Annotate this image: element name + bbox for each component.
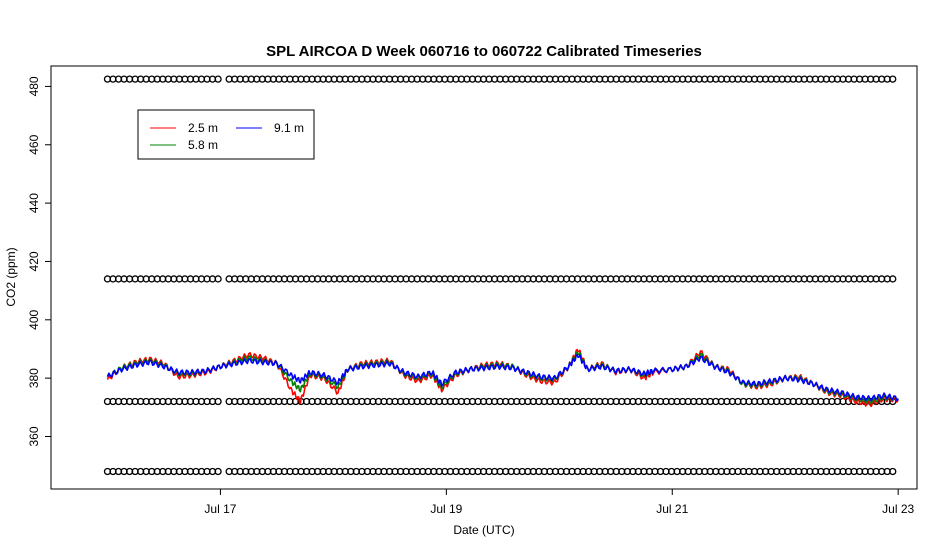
y-tick-label: 380 — [27, 368, 41, 388]
plot-frame — [50, 65, 918, 490]
x-axis-label: Date (UTC) — [453, 523, 514, 537]
legend-label: 9.1 m — [274, 121, 304, 135]
marker-rows — [103, 75, 897, 476]
y-axis: 360 380 400 420 440 460 480 — [27, 76, 51, 447]
x-tick-label: Jul 23 — [882, 502, 914, 516]
x-tick-label: Jul 21 — [656, 502, 688, 516]
series-lines — [106, 348, 899, 408]
marker-point — [889, 75, 897, 83]
marker-point — [214, 467, 222, 476]
series-line — [106, 351, 899, 405]
chart-title: SPL AIRCOA D Week 060716 to 060722 Calib… — [266, 43, 702, 60]
marker-point — [889, 275, 897, 283]
y-tick-label: 360 — [27, 426, 41, 446]
legend-box — [137, 109, 315, 160]
y-tick-label: 400 — [27, 309, 41, 329]
legend-label: 5.8 m — [188, 138, 218, 152]
marker-point — [889, 467, 897, 476]
series-line — [106, 354, 899, 402]
legend-label: 2.5 m — [188, 121, 218, 135]
y-tick-label: 460 — [27, 134, 41, 154]
y-tick-label: 480 — [27, 76, 41, 96]
series-line — [106, 348, 899, 408]
legend: 2.5 m 5.8 m 9.1 m — [137, 109, 315, 160]
marker-point — [214, 397, 222, 406]
x-axis: Jul 17 Jul 19 Jul 21 Jul 23 — [204, 489, 915, 516]
x-tick-label: Jul 17 — [204, 502, 236, 516]
y-tick-label: 440 — [27, 193, 41, 213]
x-tick-label: Jul 19 — [430, 502, 462, 516]
y-tick-label: 420 — [27, 251, 41, 271]
y-axis-label: CO2 (ppm) — [4, 247, 18, 306]
marker-point — [214, 75, 222, 83]
marker-point — [214, 275, 222, 283]
